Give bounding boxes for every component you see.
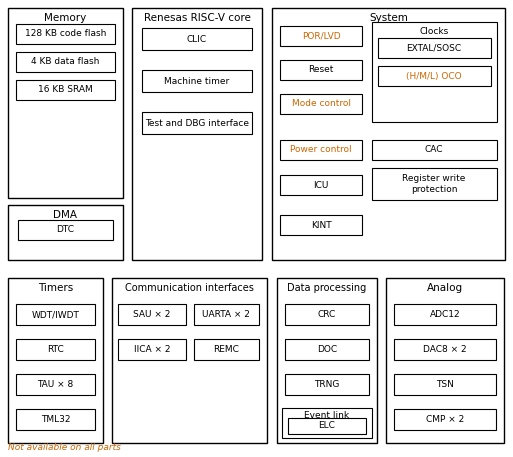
FancyBboxPatch shape [8, 205, 123, 260]
Text: Power control: Power control [290, 145, 352, 154]
Text: ELC: ELC [319, 421, 336, 430]
FancyBboxPatch shape [272, 8, 505, 260]
FancyBboxPatch shape [194, 339, 259, 360]
FancyBboxPatch shape [194, 304, 259, 325]
FancyBboxPatch shape [118, 339, 186, 360]
Text: DTC: DTC [56, 225, 74, 234]
Text: TML32: TML32 [41, 415, 70, 424]
Text: 16 KB SRAM: 16 KB SRAM [38, 85, 93, 95]
FancyBboxPatch shape [280, 140, 362, 160]
Text: Event link: Event link [304, 411, 349, 420]
Text: 4 KB data flash: 4 KB data flash [31, 58, 100, 67]
FancyBboxPatch shape [16, 24, 115, 44]
Text: SAU × 2: SAU × 2 [133, 310, 171, 319]
Text: ICU: ICU [313, 181, 329, 190]
Text: TAU × 8: TAU × 8 [37, 380, 74, 389]
Text: Clocks: Clocks [419, 27, 449, 37]
Text: WDT/IWDT: WDT/IWDT [32, 310, 80, 319]
FancyBboxPatch shape [372, 168, 497, 200]
Text: RTC: RTC [47, 345, 64, 354]
FancyBboxPatch shape [285, 304, 369, 325]
Text: POR/LVD: POR/LVD [302, 32, 340, 41]
Text: Communication interfaces: Communication interfaces [125, 283, 254, 293]
FancyBboxPatch shape [16, 339, 95, 360]
FancyBboxPatch shape [280, 26, 362, 46]
FancyBboxPatch shape [16, 304, 95, 325]
FancyBboxPatch shape [142, 70, 252, 92]
Text: Timers: Timers [38, 283, 73, 293]
FancyBboxPatch shape [285, 339, 369, 360]
Text: Reset: Reset [308, 65, 333, 74]
FancyBboxPatch shape [132, 8, 262, 260]
Text: 128 KB code flash: 128 KB code flash [25, 30, 106, 38]
FancyBboxPatch shape [8, 278, 103, 443]
FancyBboxPatch shape [280, 60, 362, 80]
FancyBboxPatch shape [378, 38, 491, 58]
Text: EXTAL/SOSC: EXTAL/SOSC [406, 43, 462, 53]
Text: DAC8 × 2: DAC8 × 2 [423, 345, 467, 354]
Text: DOC: DOC [317, 345, 337, 354]
FancyBboxPatch shape [282, 408, 372, 438]
Text: Not available on all parts: Not available on all parts [8, 442, 121, 452]
Text: TSN: TSN [436, 380, 454, 389]
Text: Data processing: Data processing [287, 283, 367, 293]
FancyBboxPatch shape [386, 278, 504, 443]
FancyBboxPatch shape [378, 66, 491, 86]
FancyBboxPatch shape [142, 28, 252, 50]
Text: Renesas RISC-V core: Renesas RISC-V core [144, 13, 250, 23]
FancyBboxPatch shape [394, 409, 496, 430]
Text: TRNG: TRNG [314, 380, 340, 389]
FancyBboxPatch shape [372, 140, 497, 160]
FancyBboxPatch shape [8, 8, 123, 198]
Text: KINT: KINT [311, 220, 331, 229]
FancyBboxPatch shape [118, 304, 186, 325]
FancyBboxPatch shape [394, 304, 496, 325]
Text: Machine timer: Machine timer [164, 76, 230, 85]
FancyBboxPatch shape [285, 374, 369, 395]
Text: Test and DBG interface: Test and DBG interface [145, 118, 249, 128]
Text: CRC: CRC [318, 310, 336, 319]
Text: DMA: DMA [53, 210, 77, 220]
Text: Memory: Memory [45, 13, 87, 23]
FancyBboxPatch shape [16, 409, 95, 430]
FancyBboxPatch shape [280, 175, 362, 195]
Text: CAC: CAC [425, 145, 443, 154]
Text: Analog: Analog [427, 283, 463, 293]
Text: IICA × 2: IICA × 2 [134, 345, 170, 354]
FancyBboxPatch shape [112, 278, 267, 443]
FancyBboxPatch shape [394, 374, 496, 395]
FancyBboxPatch shape [280, 215, 362, 235]
FancyBboxPatch shape [16, 80, 115, 100]
Text: UARTA × 2: UARTA × 2 [202, 310, 250, 319]
FancyBboxPatch shape [288, 418, 366, 434]
Text: (H/M/L) OCO: (H/M/L) OCO [406, 71, 462, 80]
Text: Register write
protection: Register write protection [402, 174, 466, 194]
FancyBboxPatch shape [394, 339, 496, 360]
FancyBboxPatch shape [372, 22, 497, 122]
Text: Mode control: Mode control [291, 100, 350, 108]
FancyBboxPatch shape [16, 374, 95, 395]
FancyBboxPatch shape [280, 94, 362, 114]
Text: REMC: REMC [213, 345, 239, 354]
Text: System: System [369, 13, 408, 23]
FancyBboxPatch shape [142, 112, 252, 134]
Text: CLIC: CLIC [187, 34, 207, 43]
FancyBboxPatch shape [277, 278, 377, 443]
FancyBboxPatch shape [18, 220, 113, 240]
Text: ADC12: ADC12 [430, 310, 460, 319]
Text: CMP × 2: CMP × 2 [426, 415, 464, 424]
FancyBboxPatch shape [16, 52, 115, 72]
